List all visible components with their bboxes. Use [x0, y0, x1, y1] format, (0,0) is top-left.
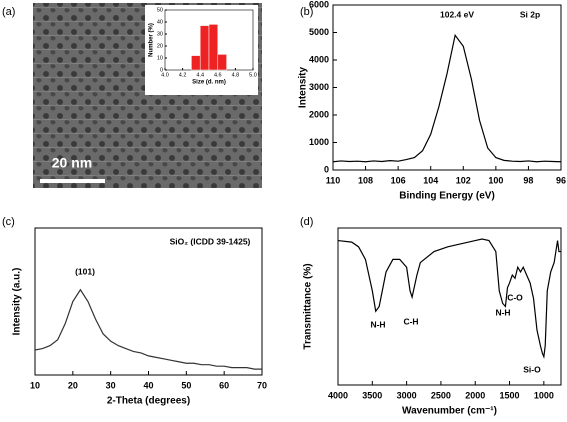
x-tick-label: 4.6	[214, 72, 222, 78]
x-tick-label: 4.8	[232, 72, 240, 78]
x-axis-label: 2-Theta (degrees)	[107, 396, 190, 407]
x-axis-label: Wavenumber (cm⁻¹)	[402, 406, 497, 417]
y-tick-label: 4000	[309, 54, 329, 64]
x-tick-label: 2500	[431, 390, 451, 400]
x-tick-label: 1000	[534, 390, 554, 400]
y-tick-label: 40	[157, 19, 163, 25]
x-tick-label: 40	[143, 380, 153, 390]
annotation: Si 2p	[520, 9, 540, 19]
panel-label: (d)	[300, 216, 313, 228]
panel-label: (b)	[300, 6, 313, 18]
y-tick-label: 10	[157, 55, 163, 61]
x-tick-label: 20	[68, 380, 78, 390]
annotation: (101)	[75, 266, 95, 276]
data-line	[332, 33, 562, 163]
x-tick-label: 70	[257, 380, 267, 390]
x-tick-label: 3500	[362, 390, 382, 400]
y-tick-label: 30	[157, 31, 163, 37]
x-tick-label: 10	[30, 380, 40, 390]
x-tick-label: 4000	[328, 390, 348, 400]
histogram-bar	[199, 25, 210, 71]
annotation: N-H	[495, 307, 510, 317]
plot-frame	[34, 227, 263, 376]
plot-frame	[332, 4, 562, 171]
x-tick-label: 5.0	[249, 72, 257, 78]
y-tick-label: 50	[157, 7, 163, 13]
data-line	[34, 288, 262, 370]
x-tick-label: 4.2	[179, 72, 187, 78]
histogram-bar	[217, 54, 227, 71]
histogram-bar	[208, 24, 219, 71]
annotation: C-O	[507, 292, 523, 302]
y-axis-label: Intensity (a.u.)	[12, 268, 23, 336]
x-tick-label: 98	[523, 175, 533, 185]
x-tick-label: 104	[423, 175, 438, 185]
annotation: 102.4 eV	[440, 9, 474, 19]
annotation: SiO₂ (ICDD 39-1425)	[170, 236, 251, 246]
y-tick-label: 0	[160, 67, 163, 73]
y-tick-label: 2000	[309, 109, 329, 119]
x-tick-label: 102	[456, 175, 471, 185]
y-tick-label: 3000	[309, 82, 329, 92]
x-tick-label: 106	[391, 175, 406, 185]
x-tick-label: 1500	[500, 390, 520, 400]
y-tick-label: 1000	[309, 137, 329, 147]
x-tick-label: 4.0	[161, 72, 169, 78]
x-tick-label: 4.4	[196, 72, 204, 78]
x-axis-label: Binding Energy (eV)	[399, 191, 495, 202]
scale-bar-label: 20 nm	[52, 155, 92, 171]
histogram-bar	[191, 55, 201, 71]
x-tick-label: 3000	[397, 390, 417, 400]
panel-label: (a)	[2, 6, 15, 18]
y-tick-label: 20	[157, 43, 163, 49]
x-tick-label: 50	[181, 380, 191, 390]
x-tick-label: 100	[488, 175, 503, 185]
x-axis-label: Size (d. nm)	[192, 80, 226, 86]
plot-frame	[337, 227, 562, 386]
y-axis-label: Transmittance (%)	[303, 263, 314, 349]
y-tick-label: 0	[324, 164, 329, 174]
x-tick-label: 96	[556, 175, 566, 185]
y-tick-label: 6000	[309, 0, 329, 9]
x-tick-label: 108	[358, 175, 373, 185]
x-tick-label: 30	[106, 380, 116, 390]
panel-label: (c)	[2, 216, 15, 228]
x-tick-label: 60	[219, 380, 229, 390]
y-tick-label: 5000	[309, 27, 329, 37]
x-tick-label: 2000	[465, 390, 485, 400]
y-axis-label: Intensity	[298, 67, 309, 109]
annotation: C-H	[403, 316, 418, 326]
annotation: Si-O	[523, 364, 541, 374]
x-tick-label: 110	[326, 175, 341, 185]
data-line	[337, 238, 561, 359]
y-axis-label: Number (%)	[149, 23, 155, 57]
annotation: N-H	[370, 319, 385, 329]
